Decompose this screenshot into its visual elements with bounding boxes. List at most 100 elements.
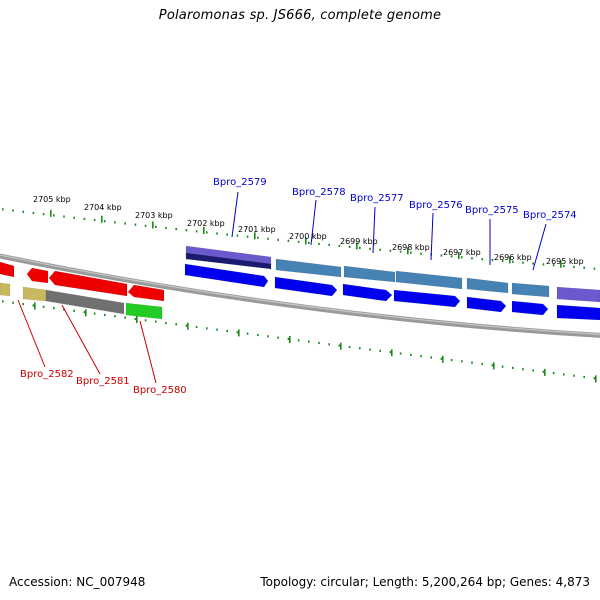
tick-dot: [399, 352, 402, 355]
tick-dot: [216, 328, 218, 331]
gene-arrow: [511, 300, 549, 316]
tick-dot: [104, 220, 106, 223]
major-tick: [101, 215, 103, 223]
callout-line: [532, 223, 547, 271]
tick-dot: [328, 243, 330, 247]
gene-arrow: [0, 261, 15, 278]
tick-dot: [389, 351, 392, 354]
gene-arrow: [393, 289, 461, 308]
kbp-scale-labels: 2705 kbp 2704 kbp 2703 kbp 2702 kbp 2701 kbp…: [33, 195, 584, 266]
tick-dot: [512, 366, 514, 370]
gene-label: Bpro_2577: [350, 193, 404, 204]
tick-dot: [348, 345, 351, 349]
callout-line: [17, 299, 46, 368]
major-tick: [544, 368, 546, 376]
tick-dot: [236, 331, 239, 334]
major-tick: [238, 329, 240, 337]
tick-dot: [93, 218, 96, 222]
tick-dot: [471, 361, 473, 364]
tick-dot: [410, 353, 412, 356]
genome-backbone: [0, 253, 600, 338]
tick-dot: [2, 300, 4, 303]
tick-dot: [226, 233, 228, 236]
kbp-label: 2705 kbp: [33, 195, 71, 204]
tick-dot: [287, 239, 290, 242]
tick-dot: [216, 232, 218, 235]
tick-dot: [420, 252, 422, 255]
tick-dot: [144, 224, 147, 227]
tick-dot: [42, 213, 45, 216]
tick-dot: [236, 234, 239, 237]
tick-dot: [134, 317, 137, 321]
major-tick: [493, 362, 495, 370]
gene-label: Bpro_2579: [213, 177, 267, 188]
tick-dot: [144, 319, 147, 322]
tick-dot: [114, 315, 116, 318]
tick-dot: [318, 341, 320, 345]
tick-dot: [338, 244, 341, 248]
tick-dot: [185, 324, 188, 327]
tick-dot: [2, 208, 4, 211]
tick-dot: [175, 228, 177, 231]
tick-dot: [399, 250, 402, 253]
tick-dot: [552, 372, 555, 375]
tick-dot: [93, 312, 96, 315]
kbp-label: 2695 kbp: [546, 257, 584, 266]
tick-dot: [73, 309, 75, 312]
callout-line: [231, 191, 239, 238]
tick-dot: [359, 347, 361, 350]
kbp-label: 2698 kbp: [392, 243, 430, 252]
major-tick: [305, 237, 307, 245]
tick-dot: [287, 337, 290, 341]
tick-dot: [573, 374, 575, 377]
tick-dot: [430, 356, 432, 359]
gene-features: [0, 245, 600, 321]
tick-dot: [42, 305, 45, 308]
gene-arrow: [184, 263, 269, 288]
major-tick: [187, 322, 189, 330]
tick-dot: [338, 344, 341, 347]
gene-arrow: [556, 304, 600, 321]
tick-dot: [379, 248, 381, 251]
tick-dot: [532, 369, 534, 372]
tick-dot: [359, 246, 361, 249]
tick-dot: [104, 313, 106, 317]
major-tick: [595, 375, 597, 383]
tick-dot: [32, 211, 35, 215]
tick-dot: [308, 241, 310, 244]
tick-dot: [134, 223, 137, 226]
gene-bar: [45, 289, 125, 315]
tick-dot: [471, 257, 473, 260]
gene-bar: [22, 286, 47, 302]
gene-label: Bpro_2582: [20, 369, 74, 380]
tick-dot: [318, 242, 320, 246]
outer-tick-ring: [2, 208, 596, 270]
tick-dot: [450, 255, 453, 258]
tick-dot: [83, 311, 86, 314]
tick-dot: [440, 357, 443, 360]
callout-line: [139, 320, 157, 384]
tick-dot: [461, 256, 463, 259]
gene-label: Bpro_2574: [523, 210, 577, 221]
tick-dot: [277, 238, 279, 241]
tick-dot: [481, 362, 483, 366]
callout-line: [310, 199, 317, 246]
tick-dot: [410, 251, 412, 254]
tick-dot: [512, 260, 514, 263]
gene-bar: [275, 258, 342, 278]
callout-line: [430, 212, 434, 261]
tick-dot: [165, 226, 167, 230]
kbp-label: 2697 kbp: [443, 248, 481, 257]
gene-arrow: [274, 276, 338, 297]
tick-dot: [420, 355, 422, 358]
kbp-label: 2703 kbp: [135, 211, 173, 220]
gene-label: Bpro_2581: [76, 376, 130, 387]
major-tick: [289, 336, 291, 344]
major-tick: [34, 302, 36, 310]
major-tick: [136, 316, 138, 324]
gene-label: Bpro_2580: [133, 385, 187, 396]
tick-dot: [83, 217, 86, 220]
tick-dot: [522, 368, 524, 371]
